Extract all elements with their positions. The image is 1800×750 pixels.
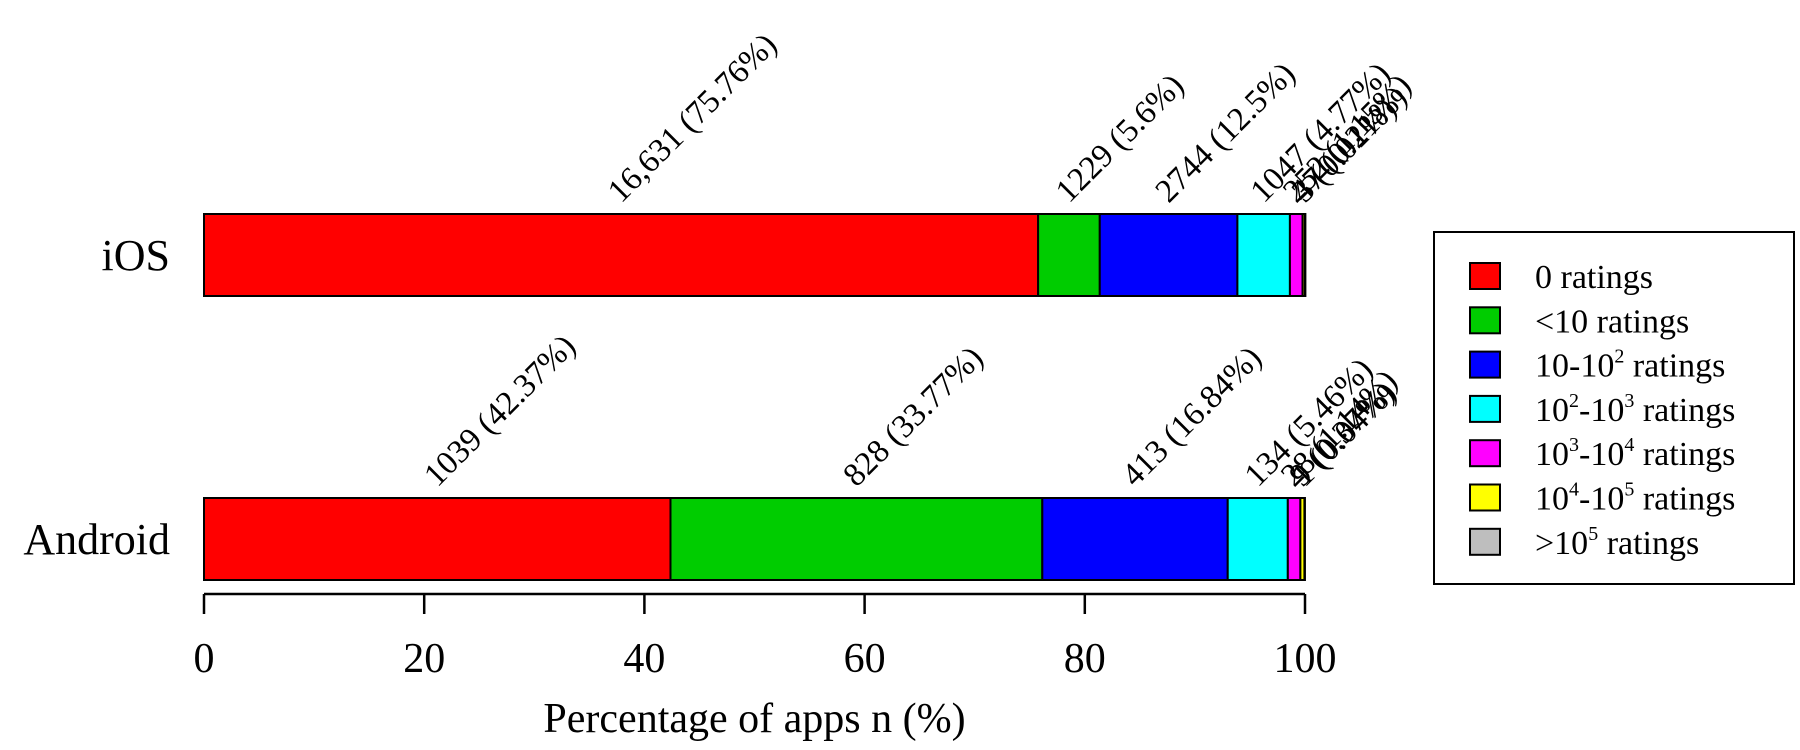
category-labels-group: iOS Android [23,231,170,564]
legend-label-part: ratings [1598,525,1699,562]
legend-label-superscript: 5 [1588,523,1598,545]
x-tick-label: 20 [403,636,445,682]
legend-label: 103-104 ratings [1535,434,1735,473]
bar-segment [669,497,1044,581]
legend-label: 10-102 ratings [1535,346,1725,385]
legend-label-part: <10 ratings [1535,303,1689,340]
x-tick-label: 40 [623,636,665,682]
category-label: iOS [102,231,170,280]
legend-label-superscript: 2 [1614,346,1624,368]
legend-label-part: ratings [1634,436,1735,473]
data-label: 1039 (42.37%) [417,328,582,493]
bar-segment [1303,497,1306,581]
data-label: 16,631 (75.76%) [601,27,784,210]
legend-label-part: ratings [1634,481,1735,518]
legend-label: >105 ratings [1535,523,1699,562]
bar-segment [1041,497,1229,581]
legend-label: 102-103 ratings [1535,390,1735,429]
legend-swatch [1469,439,1501,468]
bar-segment [203,497,672,581]
legend-label-part: -10 [1579,436,1624,473]
legend-label: 0 ratings [1535,259,1653,296]
legend-label-part: 0 ratings [1535,259,1653,296]
legend-label-superscript: 5 [1624,479,1634,501]
legend-label-superscript: 4 [1569,479,1579,501]
bar-segment [1226,497,1289,581]
legend-label-superscript: 2 [1569,390,1579,412]
legend-label: <10 ratings [1535,303,1689,340]
x-axis: 0 20 40 60 80 100 [194,592,1337,682]
legend-label-part: ratings [1634,392,1735,429]
x-axis-label: Percentage of apps n (%) [543,696,965,742]
legend-label: 104-105 ratings [1535,479,1735,518]
bar-segment [1236,213,1291,297]
x-tick-label: 100 [1274,636,1337,682]
bar-segment [1098,213,1239,297]
legend-label-part: ratings [1624,348,1725,385]
x-tick-label: 60 [844,636,886,682]
legend-swatch [1469,527,1501,556]
legend-label-part: >10 [1535,525,1588,562]
legend-label-superscript: 3 [1569,434,1579,456]
legend-label-superscript: 4 [1624,434,1634,456]
legend-swatch [1469,483,1501,512]
legend-swatch [1469,350,1501,379]
bar-segment [1288,213,1304,297]
legend-label-part: -10 [1579,481,1624,518]
bar-segment [203,213,1040,297]
legend-label-superscript: 3 [1624,390,1634,412]
legend-label-part: -10 [1579,392,1624,429]
bar-segment [1303,213,1307,297]
legend-swatch [1469,394,1501,423]
bars-group [203,213,1307,581]
x-tick-label: 80 [1064,636,1106,682]
legend-label-part: 10 [1535,481,1569,518]
category-label: Android [23,515,170,564]
legend-swatch [1469,262,1501,290]
legend-swatch [1469,306,1501,335]
x-tick-label: 0 [194,636,215,682]
data-label: 828 (33.77%) [837,340,991,494]
legend-label-part: 10 [1535,392,1569,429]
bar-segment [1037,213,1101,297]
legend-label-part: 10 [1535,436,1569,473]
bar-segment [1286,497,1302,581]
legend-label-part: 10-10 [1535,348,1614,385]
